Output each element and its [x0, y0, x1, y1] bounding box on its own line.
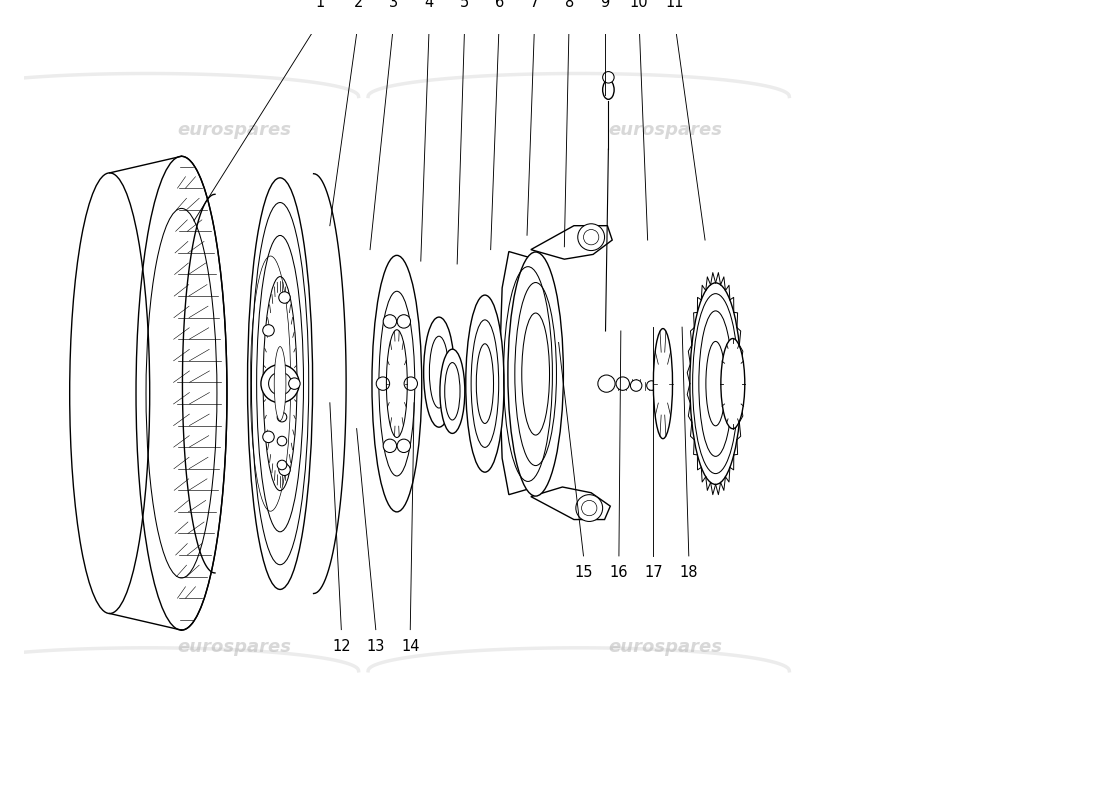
Text: 8: 8	[564, 0, 574, 10]
Circle shape	[277, 412, 287, 422]
Text: 7: 7	[530, 0, 539, 10]
Text: 17: 17	[645, 566, 662, 581]
Text: 9: 9	[600, 0, 609, 10]
Circle shape	[376, 377, 389, 390]
Circle shape	[277, 436, 287, 446]
Circle shape	[263, 325, 274, 336]
Text: 3: 3	[389, 0, 398, 10]
Circle shape	[575, 494, 603, 522]
Text: 15: 15	[574, 566, 593, 581]
Circle shape	[598, 375, 615, 392]
Text: eurospares: eurospares	[177, 121, 292, 139]
Circle shape	[647, 381, 657, 390]
Circle shape	[383, 439, 397, 453]
Text: 11: 11	[666, 0, 684, 10]
Circle shape	[578, 224, 605, 250]
Ellipse shape	[372, 255, 421, 512]
Text: 10: 10	[629, 0, 648, 10]
Circle shape	[263, 431, 274, 442]
Text: 18: 18	[680, 566, 698, 581]
Text: 12: 12	[332, 639, 351, 654]
Text: 16: 16	[609, 566, 628, 581]
Ellipse shape	[720, 338, 745, 429]
Circle shape	[278, 464, 290, 475]
Text: 13: 13	[366, 639, 385, 654]
Circle shape	[383, 314, 397, 328]
Circle shape	[278, 292, 290, 303]
Ellipse shape	[706, 342, 725, 426]
Ellipse shape	[424, 317, 454, 427]
Ellipse shape	[653, 329, 672, 438]
Circle shape	[268, 372, 292, 395]
Text: 5: 5	[460, 0, 470, 10]
Circle shape	[397, 314, 410, 328]
Text: eurospares: eurospares	[608, 638, 722, 656]
Ellipse shape	[690, 283, 741, 484]
Polygon shape	[531, 226, 613, 259]
Ellipse shape	[508, 252, 563, 496]
Circle shape	[261, 365, 299, 402]
Polygon shape	[499, 251, 546, 494]
Circle shape	[277, 460, 287, 470]
Ellipse shape	[69, 173, 150, 614]
Circle shape	[397, 439, 410, 453]
Circle shape	[288, 378, 300, 390]
Ellipse shape	[603, 80, 614, 99]
Text: 2: 2	[354, 0, 363, 10]
Text: 4: 4	[425, 0, 435, 10]
Circle shape	[630, 380, 642, 391]
Circle shape	[616, 377, 629, 390]
Ellipse shape	[274, 346, 286, 421]
Ellipse shape	[440, 349, 465, 434]
Circle shape	[603, 71, 614, 83]
Text: 1: 1	[316, 0, 324, 10]
Text: 14: 14	[402, 639, 419, 654]
Polygon shape	[531, 487, 610, 519]
Text: eurospares: eurospares	[608, 121, 722, 139]
Circle shape	[404, 377, 418, 390]
Text: 6: 6	[495, 0, 504, 10]
Ellipse shape	[248, 178, 312, 590]
Ellipse shape	[465, 295, 504, 472]
Text: eurospares: eurospares	[177, 638, 292, 656]
